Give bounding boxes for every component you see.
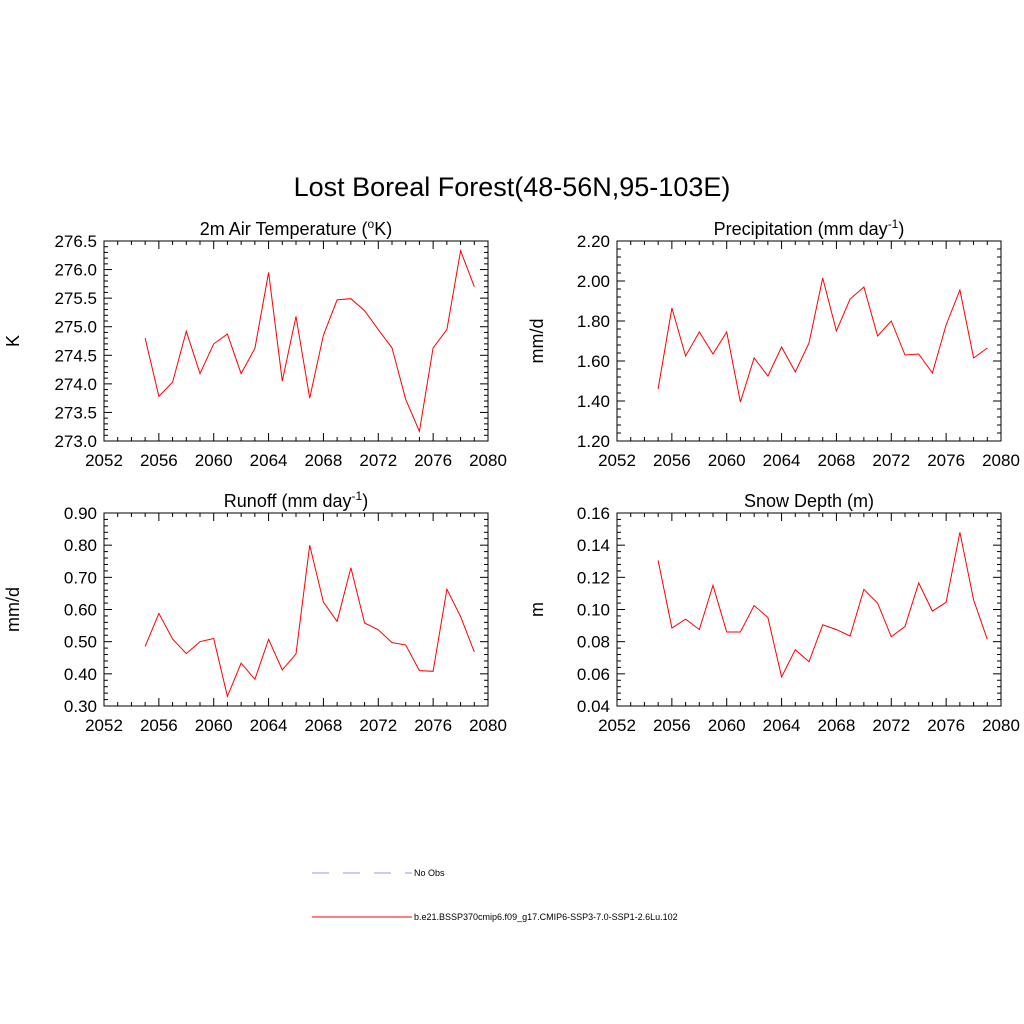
y-tick-label: 0.30 [64, 697, 97, 716]
panel-2: Precipitation (mm day-1) 2052 2056 2060 2064… [527, 217, 1020, 470]
y-tick-label: 0.60 [64, 601, 97, 620]
x-tick-label: 2056 [140, 716, 178, 735]
y-axis-label: K [3, 335, 23, 347]
plot-frame [103, 512, 489, 707]
y-tick-label: 0.80 [64, 536, 97, 555]
x-tick-label: 2064 [250, 716, 288, 735]
y-tick-label: 1.60 [577, 352, 610, 371]
legend-label: No Obs [414, 868, 445, 878]
legend-label: b.e21.BSSP370cmip6.f09_g17.CMIP6-SSP3-7.… [414, 912, 678, 922]
y-tick-label: 0.04 [577, 697, 610, 716]
y-tick-label: 0.12 [577, 568, 610, 587]
panel-title-suffix: ) [362, 491, 368, 511]
x-tick-label: 2068 [305, 716, 343, 735]
x-tick-label: 2060 [195, 716, 233, 735]
x-tick-label: 2056 [653, 716, 691, 735]
y-axis-label: mm/d [3, 587, 23, 632]
x-tick-label: 2076 [927, 451, 965, 470]
x-tick-label: 2076 [414, 716, 452, 735]
series-line [144, 545, 475, 699]
plot-frame [103, 240, 489, 442]
panel-title-suffix: ) [898, 219, 904, 239]
panel-title-text: Precipitation (mm day [714, 219, 888, 239]
x-tick-label: 2072 [872, 716, 910, 735]
series-line [657, 532, 988, 679]
x-tick-label: 2076 [414, 451, 452, 470]
panel-title-suffix: K) [374, 219, 392, 239]
panel-title: 2m Air Temperature (oK) [200, 217, 392, 239]
x-tick-label: 2068 [818, 716, 856, 735]
y-tick-label: 1.80 [577, 312, 610, 331]
panel-title-text: 2m Air Temperature ( [200, 219, 368, 239]
panel-title-superscript: -1 [888, 217, 899, 231]
panel-3: Runoff (mm day-1) 2052 2056 2060 2064 2068 207… [3, 489, 507, 735]
legend: No Obs b.e21.BSSP370cmip6.f09_g17.CMIP6-S… [312, 868, 678, 922]
x-tick-label: 2052 [85, 451, 123, 470]
y-tick-label: 0.90 [64, 504, 97, 523]
y-tick-label: 276.5 [54, 232, 97, 251]
x-tick-label: 2072 [359, 451, 397, 470]
x-tick-label: 2064 [763, 716, 801, 735]
x-tick-label: 2052 [85, 716, 123, 735]
x-tick-label: 2056 [653, 451, 691, 470]
x-tick-label: 2068 [305, 451, 343, 470]
x-tick-label: 2060 [195, 451, 233, 470]
panel-title: Runoff (mm day-1) [224, 489, 368, 511]
panel-title-superscript: o [368, 217, 375, 231]
x-tick-label: 2052 [598, 451, 636, 470]
y-tick-label: 1.20 [577, 432, 610, 451]
x-tick-label: 2080 [982, 451, 1020, 470]
y-tick-label: 273.0 [54, 432, 97, 451]
panel-title-text: Runoff (mm day [224, 491, 352, 511]
y-tick-label: 0.14 [577, 536, 610, 555]
x-tick-label: 2076 [927, 716, 965, 735]
panel-title-superscript: -1 [352, 489, 363, 503]
legend-item: No Obs [312, 868, 445, 878]
y-tick-label: 0.08 [577, 633, 610, 652]
y-tick-label: 0.70 [64, 568, 97, 587]
panels: 2m Air Temperature (oK)2052 2056 2060 2064 2… [3, 217, 1020, 735]
y-tick-label: 273.5 [54, 403, 97, 422]
y-tick-label: 2.00 [577, 272, 610, 291]
x-tick-label: 2060 [708, 451, 746, 470]
x-tick-label: 2064 [250, 451, 288, 470]
x-tick-label: 2072 [872, 451, 910, 470]
legend-item: b.e21.BSSP370cmip6.f09_g17.CMIP6-SSP3-7.… [312, 912, 678, 922]
y-tick-label: 275.5 [54, 289, 97, 308]
x-tick-label: 2080 [469, 716, 507, 735]
main-title: Lost Boreal Forest(48-56N,95-103E) [294, 172, 731, 202]
panel-1: 2m Air Temperature (oK) 2052 2056 2060 2064 2… [3, 217, 507, 470]
x-tick-label: 2080 [469, 451, 507, 470]
y-axis-label: mm/d [527, 319, 547, 364]
panel-title: Snow Depth (m) [744, 491, 874, 511]
x-tick-label: 2064 [763, 451, 801, 470]
series-line [144, 248, 475, 434]
y-tick-label: 0.06 [577, 665, 610, 684]
y-tick-label: 0.50 [64, 633, 97, 652]
y-axis-label: m [527, 602, 547, 617]
x-tick-label: 2072 [359, 716, 397, 735]
y-tick-label: 275.0 [54, 318, 97, 337]
panel-4: Snow Depth (m) 2052 2056 2060 2064 2068 2072 20… [527, 491, 1020, 735]
x-tick-label: 2080 [982, 716, 1020, 735]
x-tick-label: 2068 [818, 451, 856, 470]
x-tick-label: 2060 [708, 716, 746, 735]
panel-title: Precipitation (mm day-1) [714, 217, 905, 239]
y-tick-label: 2.20 [577, 232, 610, 251]
y-tick-label: 276.0 [54, 261, 97, 280]
y-tick-label: 0.40 [64, 665, 97, 684]
y-tick-label: 274.5 [54, 346, 97, 365]
y-tick-label: 1.40 [577, 392, 610, 411]
series-line [657, 277, 988, 403]
y-tick-label: 0.16 [577, 504, 610, 523]
y-tick-label: 0.10 [577, 601, 610, 620]
y-tick-label: 274.0 [54, 375, 97, 394]
x-tick-label: 2056 [140, 451, 178, 470]
panel-title-text: Snow Depth (m) [744, 491, 874, 511]
plot-frame [616, 512, 1002, 707]
x-tick-label: 2052 [598, 716, 636, 735]
